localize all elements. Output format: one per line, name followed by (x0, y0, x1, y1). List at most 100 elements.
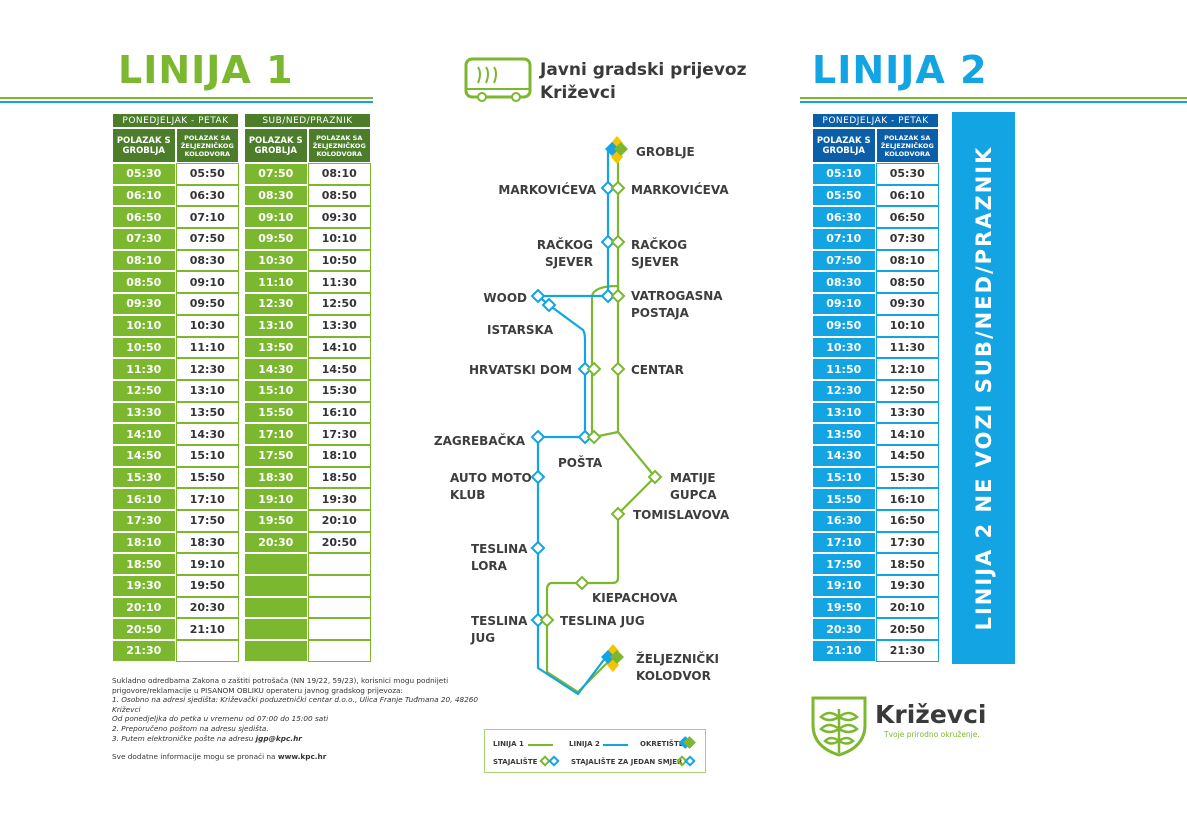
table-row: 11:50 12:10 (812, 358, 939, 380)
departure-from-station: 07:50 (175, 228, 239, 250)
table-row: 13:50 14:10 (244, 336, 371, 359)
notice-text: Sve dodatne informacije mogu se pronaći … (112, 752, 278, 762)
departure-from-cemetery: 19:50 (244, 510, 308, 532)
table-row: 05:30 05:50 (112, 163, 239, 185)
stop-label: KIEPACHOVA (592, 591, 678, 605)
departure-from-cemetery: 07:10 (812, 228, 876, 250)
table-row: 06:50 07:10 (112, 206, 239, 229)
weekend-notice-box: LINIJA 2 NE VOZI SUB/NED/PRAZNIK (952, 112, 1015, 664)
departure-from-station: 17:30 (875, 531, 939, 554)
departure-from-station: 12:50 (875, 379, 939, 402)
table-row: 18:50 19:10 (112, 553, 239, 576)
stop-label: ŽELJEZNIČKI (636, 651, 719, 666)
departure-from-cemetery: 09:10 (812, 293, 876, 315)
stop-label: POŠTA (558, 455, 603, 470)
table-row: 19:30 19:50 (112, 575, 239, 597)
legend-one-way: STAJALIŠTE ZA JEDAN SMJER (571, 758, 683, 766)
table-row: 07:10 07:30 (812, 228, 939, 250)
departure-from-cemetery: 08:30 (244, 184, 308, 207)
table-row: 10:30 11:30 (812, 336, 939, 359)
departure-from-station: 17:10 (175, 488, 239, 510)
departure-from-cemetery: 18:10 (112, 531, 176, 554)
departure-from-station: 19:30 (307, 488, 371, 510)
table-row: 06:10 06:30 (112, 184, 239, 207)
table-row: 06:30 06:50 (812, 206, 939, 229)
table-row: 15:10 15:30 (244, 379, 371, 402)
departure-from-cemetery: 13:50 (812, 423, 876, 445)
departure-from-cemetery: 19:10 (812, 575, 876, 597)
table-row (244, 553, 371, 576)
complaints-notice: Sukladno odredbama Zakona o zaštiti potr… (112, 676, 482, 762)
stop-label: TOMISLAVOVA (633, 508, 730, 522)
table-row: 13:50 14:10 (812, 423, 939, 445)
departure-from-cemetery (244, 553, 308, 576)
col-header: POLAZAK SA ŽELJEZNIČKOG KOLODVORA (307, 128, 371, 163)
departure-from-cemetery: 06:10 (112, 184, 176, 207)
city-name: Križevci (875, 700, 987, 729)
departure-from-cemetery: 17:50 (812, 553, 876, 576)
departure-from-station: 08:30 (175, 249, 239, 272)
departure-from-station: 11:30 (307, 271, 371, 294)
table-row: 14:50 15:10 (112, 444, 239, 467)
departure-from-station: 05:50 (175, 163, 239, 185)
departure-from-station: 20:10 (307, 510, 371, 532)
table-row: 10:10 10:30 (112, 314, 239, 337)
legend-stop: STAJALIŠTE (493, 758, 538, 766)
departure-from-station: 06:50 (875, 206, 939, 229)
email-link[interactable]: jgp@kpc.hr (255, 733, 302, 743)
departure-from-station (307, 575, 371, 597)
table-row: 16:30 16:50 (812, 510, 939, 532)
departure-from-station (307, 640, 371, 662)
table-row: 13:10 13:30 (812, 401, 939, 424)
departure-from-cemetery: 18:30 (244, 466, 308, 489)
stop-label: RAČKOG (631, 237, 687, 252)
stop-label: LORA (471, 559, 508, 573)
brand-city: Križevci (540, 83, 616, 103)
departure-from-station (307, 618, 371, 641)
departure-from-cemetery: 07:50 (244, 163, 308, 185)
departure-from-cemetery: 20:30 (812, 618, 876, 641)
day-header: PONEDJELJAK - PETAK (112, 113, 239, 128)
departure-from-cemetery: 11:30 (112, 358, 176, 380)
departure-from-cemetery: 09:10 (244, 206, 308, 229)
departure-from-station: 15:10 (175, 444, 239, 467)
stop-label: RAČKOG (537, 237, 593, 252)
departure-from-station (307, 596, 371, 619)
day-header: SUB/NED/PRAZNIK (244, 113, 371, 128)
table-row: 14:10 14:30 (112, 423, 239, 445)
departure-from-cemetery: 14:30 (244, 358, 308, 380)
departure-from-station: 18:50 (875, 553, 939, 576)
departure-from-cemetery: 12:30 (244, 293, 308, 315)
col-header: POLAZAK SA ŽELJEZNIČKOG KOLODVORA (875, 128, 939, 163)
departure-from-cemetery: 16:10 (112, 488, 176, 510)
departure-from-cemetery: 05:50 (812, 184, 876, 207)
table-row: 09:50 10:10 (244, 228, 371, 250)
departure-from-station: 16:50 (875, 510, 939, 532)
terminus-icon (605, 136, 628, 164)
table-row: 15:10 15:30 (812, 466, 939, 489)
table-row: 19:10 19:30 (244, 488, 371, 510)
table-row: 08:30 08:50 (244, 184, 371, 207)
departure-from-station: 15:30 (875, 466, 939, 489)
departure-from-station: 19:10 (175, 553, 239, 576)
table-row: 07:30 07:50 (112, 228, 239, 250)
departure-from-station: 18:30 (175, 531, 239, 554)
table-row: 08:10 08:30 (112, 249, 239, 272)
departure-from-station: 16:10 (875, 488, 939, 510)
departure-from-station: 14:50 (307, 358, 371, 380)
table-row: 07:50 08:10 (244, 163, 371, 185)
departure-from-cemetery: 18:50 (112, 553, 176, 576)
website-link[interactable]: www.kpc.hr (277, 752, 327, 762)
divider (0, 97, 373, 99)
departure-from-station (175, 640, 239, 662)
table-row: 17:50 18:50 (812, 553, 939, 576)
notice-text: 1. Osobno na adresi sjedišta: Križevački… (112, 695, 479, 714)
departure-from-station: 13:50 (175, 401, 239, 424)
departure-from-station: 19:50 (175, 575, 239, 597)
departure-from-cemetery: 15:10 (244, 379, 308, 402)
stop-label: SJEVER (545, 255, 593, 269)
departure-from-cemetery: 14:10 (112, 423, 176, 445)
departure-from-cemetery: 17:50 (244, 444, 308, 467)
table-row: 13:10 13:30 (244, 314, 371, 337)
departure-from-cemetery: 17:10 (244, 423, 308, 445)
